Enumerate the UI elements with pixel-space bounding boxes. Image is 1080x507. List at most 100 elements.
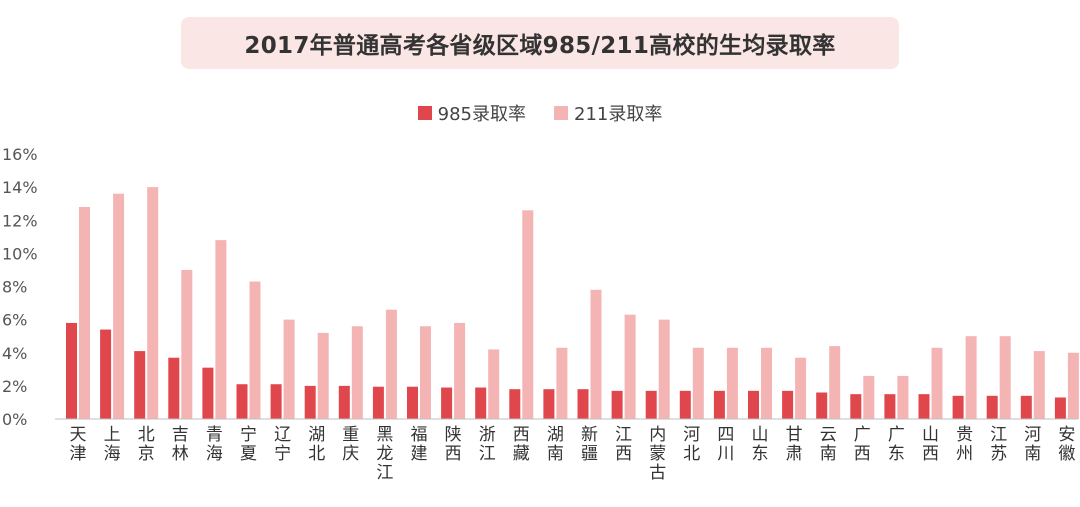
y-tick-label: 0% <box>2 410 27 429</box>
bar-211 <box>113 193 125 419</box>
x-category-label-char: 四 <box>717 425 734 445</box>
bar-211 <box>795 357 807 419</box>
bar-211 <box>1033 351 1045 419</box>
bar-985 <box>372 386 384 419</box>
bar-211 <box>488 349 500 419</box>
bar-985 <box>816 392 828 419</box>
x-category-label-char: 苏 <box>990 444 1007 464</box>
x-category-label-char: 湖 <box>547 425 564 445</box>
x-category-label-char: 河 <box>1024 425 1041 445</box>
x-category-label-char: 陕 <box>445 425 462 445</box>
bar-985 <box>304 385 316 419</box>
x-category-label-char: 河 <box>683 425 700 445</box>
x-category-label-char: 宁 <box>274 444 291 464</box>
x-category-label-char: 江 <box>376 463 393 483</box>
bar-211 <box>692 347 704 419</box>
bar-211 <box>522 210 534 419</box>
bar-985 <box>986 395 998 419</box>
bar-211 <box>726 347 738 419</box>
x-category-label-char: 南 <box>820 444 837 464</box>
bar-985 <box>407 386 418 419</box>
x-category-label-char: 新 <box>581 425 598 445</box>
x-category-label-char: 夏 <box>240 444 257 464</box>
x-category-label-char: 疆 <box>581 444 598 464</box>
bar-211 <box>624 314 636 419</box>
bar-985 <box>509 389 521 419</box>
x-category-label-char: 云 <box>820 425 837 445</box>
bar-985 <box>918 394 930 419</box>
bar-985 <box>441 387 453 419</box>
y-tick-label: 2% <box>2 377 27 396</box>
bar-985 <box>100 329 112 419</box>
x-category-label-char: 海 <box>104 444 121 464</box>
x-category-label-char: 内 <box>649 425 666 445</box>
bar-985 <box>236 384 248 419</box>
legend-label-211: 211录取率 <box>574 104 663 125</box>
x-category-label-char: 川 <box>717 444 734 464</box>
x-category-label-char: 上 <box>104 425 121 445</box>
y-tick-label: 16% <box>2 145 38 164</box>
bar-211 <box>385 309 397 419</box>
bar-211 <box>829 346 841 419</box>
bar-211 <box>454 322 466 419</box>
x-category-label-char: 蒙 <box>649 444 666 464</box>
chart-title-box: 2017年普通高考各省级区域985/211高校的生均录取率 <box>181 17 899 69</box>
bar-985 <box>134 351 146 419</box>
bar-985 <box>168 357 180 419</box>
bar-985 <box>850 394 862 419</box>
bar-211 <box>420 326 431 419</box>
bar-211 <box>965 336 977 419</box>
x-category-label-char: 藏 <box>513 444 530 464</box>
bar-211 <box>147 187 159 419</box>
bar-985 <box>679 390 691 419</box>
bar-211 <box>590 289 602 419</box>
bar-211 <box>351 326 363 419</box>
bar-985 <box>645 390 657 419</box>
x-category-label-char: 天 <box>70 425 87 445</box>
legend-item-211: 211录取率 <box>554 100 662 126</box>
x-category-label-char: 西 <box>922 444 939 464</box>
x-category-label-char: 甘 <box>786 425 803 445</box>
x-category-label-char: 州 <box>956 444 973 464</box>
bar-211 <box>283 319 295 419</box>
x-category-label-char: 青 <box>206 425 223 445</box>
x-category-label-char: 南 <box>1024 444 1041 464</box>
bar-211 <box>658 319 670 419</box>
bar-211 <box>863 375 875 419</box>
legend: 985录取率 211录取率 <box>0 100 1080 126</box>
bar-985 <box>884 394 896 419</box>
x-category-label-char: 西 <box>615 444 632 464</box>
x-category-label-char: 辽 <box>274 425 291 445</box>
bar-211 <box>556 347 568 419</box>
bar-985 <box>1020 395 1032 419</box>
x-category-label-char: 北 <box>308 444 325 464</box>
x-category-label-char: 西 <box>513 425 530 445</box>
x-category-label-char: 海 <box>206 444 223 464</box>
bar-985 <box>338 385 350 419</box>
bar-985 <box>952 395 964 419</box>
bar-985 <box>66 322 77 419</box>
bar-211 <box>999 336 1011 419</box>
bar-985 <box>270 384 282 419</box>
y-tick-label: 14% <box>2 178 38 197</box>
x-category-label-char: 黑 <box>376 425 393 445</box>
legend-swatch-985 <box>417 106 432 120</box>
bar-211 <box>79 207 90 419</box>
x-category-label-char: 浙 <box>479 425 496 445</box>
x-category-label-char: 津 <box>70 444 87 464</box>
x-category-label-char: 宁 <box>240 425 257 445</box>
x-category-label-char: 山 <box>752 425 769 445</box>
bar-211 <box>931 347 943 419</box>
bar-985 <box>748 390 759 419</box>
x-category-label-char: 广 <box>888 425 905 445</box>
bar-985 <box>782 390 794 419</box>
legend-label-985: 985录取率 <box>437 104 526 125</box>
x-category-label-char: 江 <box>615 425 632 445</box>
y-tick-label: 4% <box>2 344 27 363</box>
legend-swatch-211 <box>554 106 568 120</box>
x-category-label-char: 林 <box>172 444 189 464</box>
x-category-label-char: 安 <box>1058 425 1075 445</box>
x-category-label-char: 山 <box>922 425 939 445</box>
bar-211 <box>1067 352 1079 419</box>
